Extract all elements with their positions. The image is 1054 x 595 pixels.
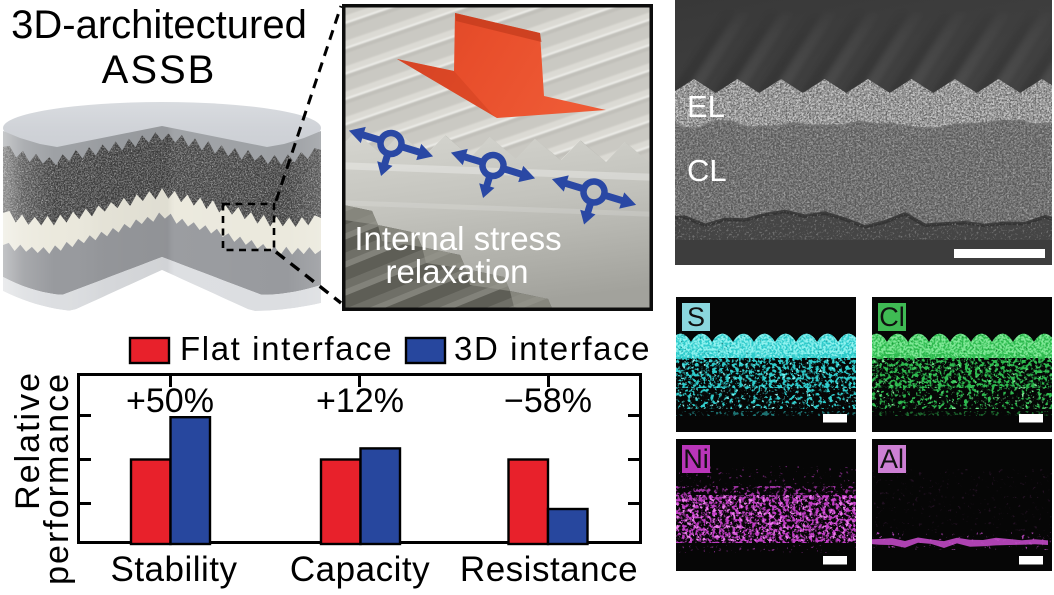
svg-text:+50%: +50% [126,382,214,420]
svg-text:Ni: Ni [683,444,709,474]
svg-text:CL: CL [687,153,727,188]
svg-text:Al: Al [880,444,904,474]
svg-text:Capacity: Capacity [290,550,430,589]
svg-text:3D interface: 3D interface [454,330,651,367]
svg-text:Stability: Stability [110,550,237,589]
svg-text:−58%: −58% [504,382,592,420]
svg-text:performance: performance [38,372,76,585]
svg-text:relaxation: relaxation [385,253,528,290]
svg-text:S: S [687,302,705,332]
svg-text:+12%: +12% [316,382,404,420]
svg-text:Internal stress: Internal stress [354,220,561,257]
svg-text:Relative: Relative [9,371,47,510]
svg-text:Flat interface: Flat interface [180,330,393,367]
svg-text:Resistance: Resistance [460,550,638,589]
svg-text:EL: EL [687,89,725,124]
svg-text:Cl: Cl [879,302,905,332]
